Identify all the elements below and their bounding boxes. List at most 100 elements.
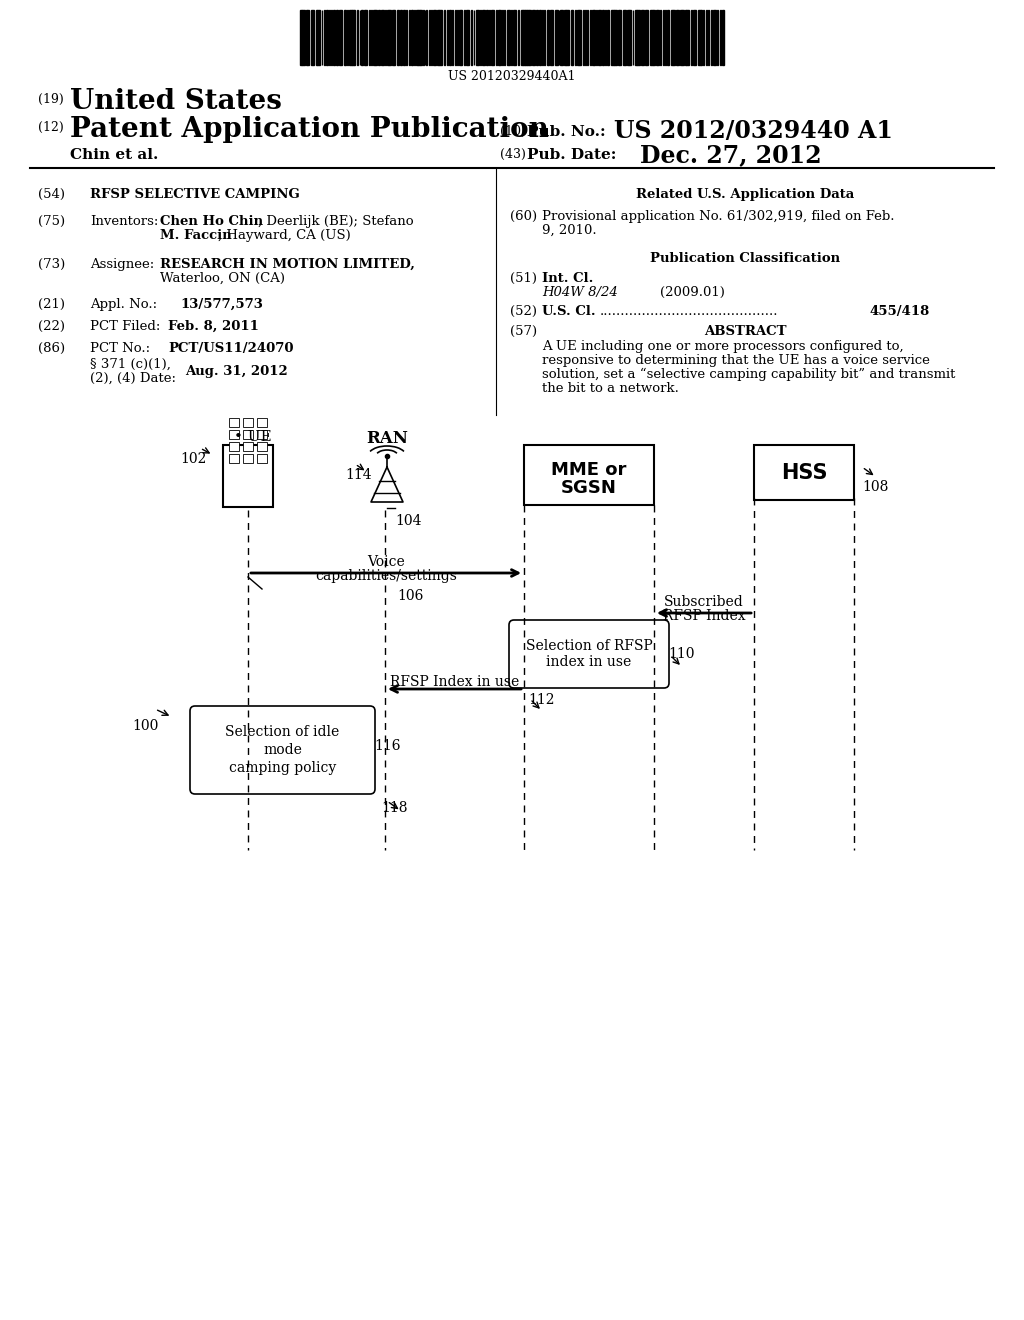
Text: HSS: HSS — [780, 463, 827, 483]
Bar — [243, 430, 253, 440]
Text: 114: 114 — [345, 469, 372, 482]
Text: Selection of RFSP: Selection of RFSP — [525, 639, 652, 653]
Bar — [566, 11, 569, 65]
Text: US 2012/0329440 A1: US 2012/0329440 A1 — [614, 119, 893, 143]
Text: PCT Filed:: PCT Filed: — [90, 319, 161, 333]
Bar — [499, 11, 501, 65]
Bar — [707, 11, 708, 65]
Bar — [628, 11, 629, 65]
Bar — [300, 11, 301, 65]
Text: US 20120329440A1: US 20120329440A1 — [449, 70, 575, 83]
Bar — [697, 11, 700, 65]
Bar — [364, 11, 365, 65]
Bar — [429, 11, 430, 65]
Text: Patent Application Publication: Patent Application Publication — [70, 116, 549, 143]
Bar — [590, 11, 591, 65]
Bar — [592, 11, 594, 65]
Text: M. Faccin: M. Faccin — [160, 228, 231, 242]
Text: (2009.01): (2009.01) — [660, 286, 725, 300]
Bar — [464, 11, 465, 65]
Text: Assignee:: Assignee: — [90, 257, 155, 271]
Text: Feb. 8, 2011: Feb. 8, 2011 — [168, 319, 259, 333]
Text: H04W 8/24: H04W 8/24 — [542, 286, 617, 300]
Text: 118: 118 — [381, 801, 408, 814]
Bar — [676, 11, 677, 65]
Text: ABSTRACT: ABSTRACT — [703, 325, 786, 338]
Text: 108: 108 — [862, 480, 889, 494]
Text: (19): (19) — [38, 92, 63, 106]
Text: RESEARCH IN MOTION LIMITED,: RESEARCH IN MOTION LIMITED, — [160, 257, 415, 271]
Bar — [574, 11, 575, 65]
Bar — [702, 11, 705, 65]
Bar — [378, 11, 380, 65]
Bar — [423, 11, 424, 65]
FancyBboxPatch shape — [509, 620, 669, 688]
Text: 104: 104 — [395, 513, 422, 528]
Text: ..........................................: ........................................… — [600, 305, 778, 318]
Bar — [680, 11, 682, 65]
Text: RFSP Index in use: RFSP Index in use — [390, 675, 519, 689]
Bar — [550, 11, 553, 65]
Text: Pub. Date:: Pub. Date: — [527, 148, 616, 162]
Bar — [485, 11, 487, 65]
Bar — [657, 11, 659, 65]
Text: 455/418: 455/418 — [869, 305, 930, 318]
Bar — [544, 11, 545, 65]
Bar — [431, 11, 432, 65]
Text: 13/577,573: 13/577,573 — [180, 298, 263, 312]
FancyBboxPatch shape — [524, 445, 654, 506]
Bar — [722, 11, 724, 65]
Bar — [443, 11, 445, 65]
Text: , Deerlijk (BE); Stefano: , Deerlijk (BE); Stefano — [258, 215, 414, 228]
Bar — [579, 11, 581, 65]
Text: PCT/US11/24070: PCT/US11/24070 — [168, 342, 294, 355]
Text: 100: 100 — [132, 719, 159, 733]
Bar — [416, 11, 418, 65]
Bar — [610, 11, 613, 65]
Bar — [339, 11, 342, 65]
Text: Subscribed: Subscribed — [665, 595, 743, 609]
Bar — [373, 11, 375, 65]
Bar — [701, 11, 702, 65]
Bar — [585, 11, 586, 65]
Bar — [542, 11, 543, 65]
Bar — [572, 11, 573, 65]
Bar — [587, 11, 588, 65]
Bar — [482, 11, 485, 65]
Bar — [257, 442, 267, 451]
Bar — [555, 11, 558, 65]
Bar — [311, 11, 314, 65]
Text: 112: 112 — [528, 693, 555, 708]
Bar — [623, 11, 626, 65]
Bar — [564, 11, 566, 65]
Bar — [673, 11, 675, 65]
Bar — [686, 11, 689, 65]
Bar — [476, 11, 479, 65]
Bar — [708, 11, 710, 65]
Bar — [439, 11, 442, 65]
Bar — [511, 11, 512, 65]
Text: Inventors:: Inventors: — [90, 215, 159, 228]
Bar — [257, 418, 267, 426]
Bar — [577, 11, 579, 65]
Text: Waterloo, ON (CA): Waterloo, ON (CA) — [160, 272, 285, 285]
Bar — [671, 11, 673, 65]
Bar — [460, 11, 461, 65]
Bar — [229, 454, 239, 463]
Bar — [243, 442, 253, 451]
Bar — [560, 11, 563, 65]
Bar — [668, 11, 670, 65]
Bar — [437, 11, 438, 65]
Text: (43): (43) — [500, 148, 526, 161]
Bar — [352, 11, 353, 65]
Bar — [645, 11, 648, 65]
Text: (12): (12) — [38, 121, 63, 135]
Bar — [426, 11, 427, 65]
Text: (60): (60) — [510, 210, 538, 223]
Text: Publication Classification: Publication Classification — [650, 252, 840, 265]
Bar — [523, 11, 524, 65]
Bar — [529, 11, 530, 65]
Bar — [663, 11, 665, 65]
Bar — [659, 11, 660, 65]
Bar — [337, 11, 338, 65]
